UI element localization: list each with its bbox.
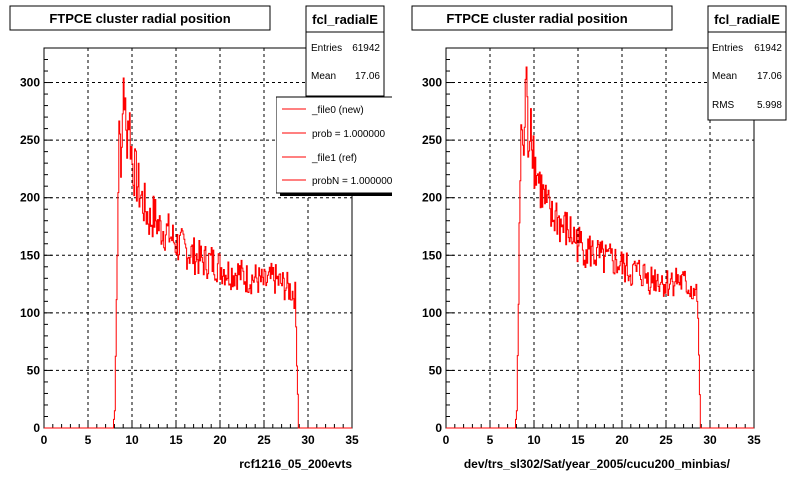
x-tick-label: 25 bbox=[659, 433, 673, 447]
panel-1-y-ticks: 0 50 100 150 200 250 300 bbox=[20, 59, 52, 435]
panel-2-stats-entries-value: 61942 bbox=[754, 43, 782, 54]
panel-1-stats-mean-value: 17.06 bbox=[355, 71, 380, 82]
panel-2-stats-box bbox=[707, 5, 787, 121]
panel-2-x-ticks: 0 5 10 15 20 25 30 35 bbox=[443, 420, 761, 447]
x-tick-label: 15 bbox=[571, 433, 585, 447]
panel-1-title-box bbox=[9, 5, 271, 31]
panel-1-title: FTPCE cluster radial position bbox=[49, 11, 230, 26]
x-tick-label: 0 bbox=[41, 433, 48, 447]
panel-2-title-box bbox=[411, 5, 673, 31]
x-tick-label: 20 bbox=[213, 433, 227, 447]
panel-1-legend: _file0 (new) prob = 1.000000 _file1 (ref… bbox=[276, 96, 393, 196]
panel-2: 0 50 100 150 200 250 300 0 5 10 15 20 25 30 35 FTPCE … bbox=[411, 5, 787, 471]
panel-2-stats-rms-value: 5.998 bbox=[757, 100, 782, 111]
y-tick-label: 150 bbox=[20, 248, 40, 262]
panel-1-stats-name: fcl_radialE bbox=[312, 12, 378, 27]
x-tick-label: 5 bbox=[85, 433, 92, 447]
x-tick-label: 20 bbox=[615, 433, 629, 447]
panel-2-stats-mean-value: 17.06 bbox=[757, 71, 782, 82]
panel-1-legend-box bbox=[276, 96, 392, 194]
x-tick-label: 15 bbox=[169, 433, 183, 447]
legend-entry-2: prob = 1.000000 bbox=[312, 129, 386, 140]
x-tick-label: 10 bbox=[527, 433, 541, 447]
y-tick-label: 100 bbox=[422, 306, 442, 320]
panel-1-stats-mean-label: Mean bbox=[311, 71, 336, 82]
legend-entry-4: probN = 1.000000 bbox=[312, 176, 393, 187]
x-tick-label: 30 bbox=[703, 433, 717, 447]
panel-1-x-label: rcf1216_05_200evts bbox=[239, 457, 352, 471]
y-tick-label: 300 bbox=[422, 76, 442, 90]
panel-2-y-ticks: 0 50 100 150 200 250 300 bbox=[422, 59, 454, 435]
panel-1-stats-entries-value: 61942 bbox=[352, 43, 380, 54]
y-tick-label: 100 bbox=[20, 306, 40, 320]
x-tick-label: 35 bbox=[747, 433, 761, 447]
panel-2-stats-name: fcl_radialE bbox=[714, 12, 780, 27]
legend-entry-1: _file0 (new) bbox=[311, 105, 364, 116]
x-tick-label: 30 bbox=[301, 433, 315, 447]
panel-2-title: FTPCE cluster radial position bbox=[446, 11, 627, 26]
y-tick-label: 50 bbox=[27, 363, 41, 377]
panel-2-x-label: dev/trs_sl302/Sat/year_2005/cucu200_minb… bbox=[464, 457, 731, 471]
panel-2-stats-mean-label: Mean bbox=[712, 71, 737, 82]
legend-entry-3: _file1 (ref) bbox=[311, 153, 357, 164]
panel-1-stats-box bbox=[305, 5, 385, 97]
y-tick-label: 50 bbox=[429, 363, 443, 377]
panel-1-x-ticks: 0 5 10 15 20 25 30 35 bbox=[41, 420, 359, 447]
x-tick-label: 5 bbox=[487, 433, 494, 447]
panel-2-frame bbox=[445, 47, 755, 429]
panel-1: 0 50 100 150 200 250 300 0 5 10 15 20 25 30 35 FTPCE … bbox=[9, 5, 393, 471]
x-tick-label: 10 bbox=[125, 433, 139, 447]
panel-2-histogram-line bbox=[446, 66, 754, 429]
x-tick-label: 0 bbox=[443, 433, 450, 447]
x-tick-label: 35 bbox=[345, 433, 359, 447]
panel-2-stats-rms-label: RMS bbox=[712, 100, 735, 111]
x-tick-label: 25 bbox=[257, 433, 271, 447]
y-tick-label: 200 bbox=[422, 191, 442, 205]
y-tick-label: 150 bbox=[422, 248, 442, 262]
y-tick-label: 0 bbox=[435, 421, 442, 435]
y-tick-label: 300 bbox=[20, 76, 40, 90]
y-tick-label: 250 bbox=[422, 133, 442, 147]
panel-1-stats-entries-label: Entries bbox=[311, 43, 342, 54]
y-tick-label: 250 bbox=[20, 133, 40, 147]
y-tick-label: 200 bbox=[20, 191, 40, 205]
panel-1-histogram-line bbox=[44, 77, 352, 429]
y-tick-label: 0 bbox=[33, 421, 40, 435]
panel-2-stats-entries-label: Entries bbox=[712, 43, 743, 54]
